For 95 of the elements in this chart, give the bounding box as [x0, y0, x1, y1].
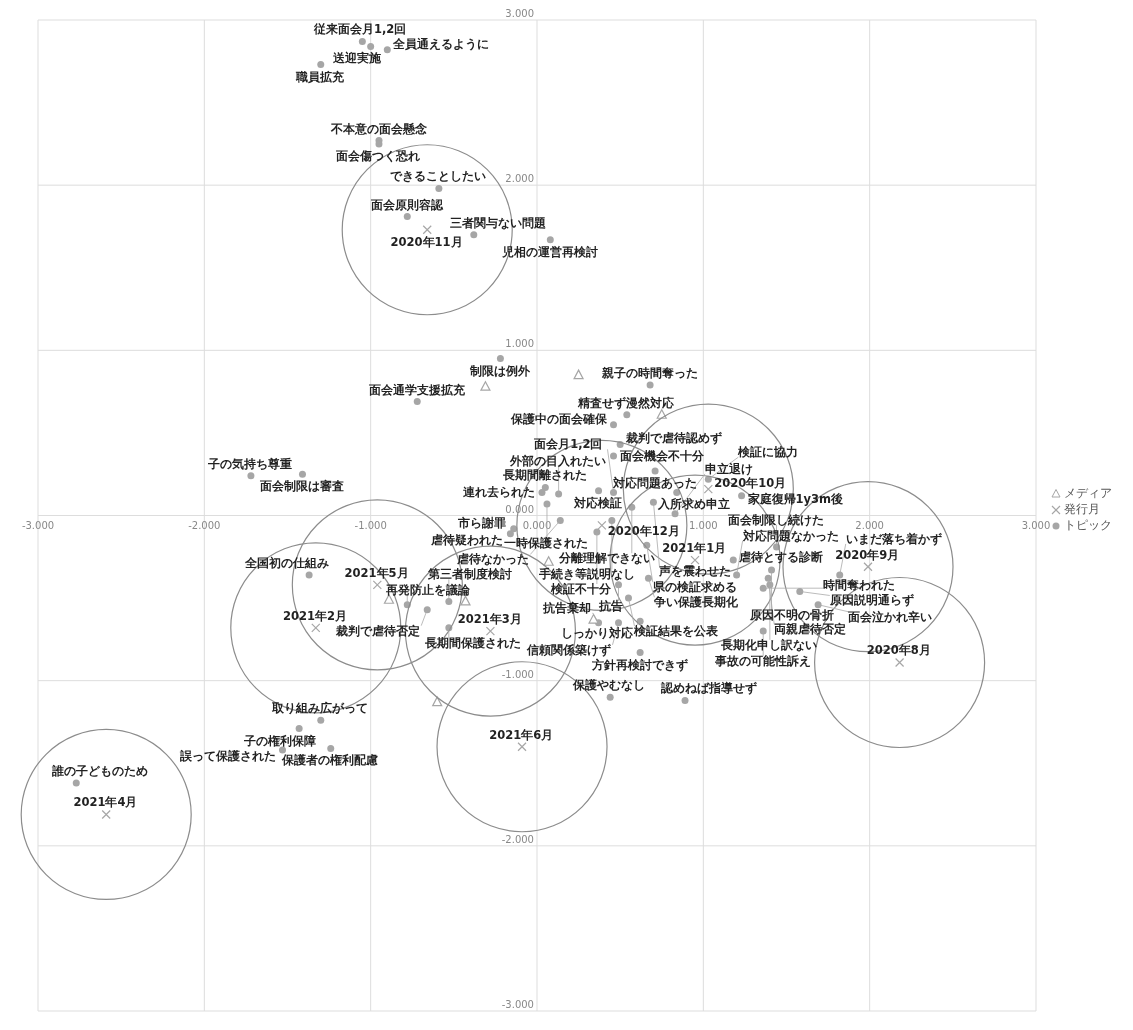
data-label: 2020年8月: [866, 643, 931, 658]
data-label: 再発防止を議論: [384, 582, 471, 597]
data-label: 検証不十分: [549, 582, 612, 597]
data-label: 抗告棄却: [541, 600, 591, 615]
data-label: 取り組み広がって: [271, 701, 369, 716]
data-label: 2020年10月: [714, 476, 787, 491]
data-label: 抗告: [597, 598, 623, 613]
data-label: 長期化申し訳ない: [720, 637, 818, 652]
data-label: 制限は例外: [468, 363, 531, 378]
data-label: 保護中の面会確保: [509, 411, 608, 426]
y-tick-label: -2.000: [501, 833, 534, 845]
data-label: 対応検証: [572, 495, 622, 510]
data-label: 面会制限し続けた: [727, 512, 825, 527]
data-label: 対応問題あった: [611, 475, 697, 490]
data-label: 分離理解できない: [558, 551, 656, 566]
data-label: 誰の子どものため: [51, 764, 149, 779]
x-tick-label: 2.000: [855, 519, 884, 531]
x-tick-label: -3.000: [21, 519, 55, 531]
y-tick-label: 2.000: [505, 173, 534, 185]
data-label: 従来面会月1,2回: [312, 22, 407, 37]
y-tick-label: -1.000: [501, 668, 534, 680]
x-tick-label: -1.000: [354, 519, 387, 531]
data-label: 2020年12月: [607, 524, 680, 539]
data-label: 一時保護された: [504, 535, 589, 550]
data-label: 裁判で虐待否定: [335, 623, 421, 638]
data-label: 認めねば指導せず: [659, 681, 757, 696]
data-label: 2020年9月: [835, 547, 900, 562]
y-tick-label: 3.000: [505, 8, 534, 19]
data-label: 2021年5月: [344, 565, 409, 580]
data-label: 2021年4月: [73, 795, 138, 810]
y-tick-label: 1.000: [505, 338, 534, 350]
data-label: 2021年3月: [457, 612, 522, 627]
data-label: 面会原則容認: [369, 197, 444, 212]
data-label: 時間奪われた: [823, 578, 896, 593]
data-label: 手続き等説明なし: [538, 567, 636, 582]
data-label: 裁判で虐待認めず: [625, 431, 723, 446]
data-label: 子の権利保障: [243, 733, 317, 748]
data-label: 虐待とする診断: [738, 550, 824, 565]
data-label: 事故の可能性訴え: [713, 654, 811, 669]
data-label: 外部の目入れたい: [509, 454, 607, 469]
data-label: 不本意の面会懸念: [329, 121, 428, 136]
data-label: 原因説明通らず: [828, 593, 914, 608]
data-label: 全員通えるように: [392, 36, 490, 51]
data-label: できることしたい: [390, 169, 487, 184]
data-label: 児相の運営再検討: [500, 244, 598, 259]
data-label: 信頼関係築けず: [526, 642, 612, 657]
data-label: 2020年11月: [390, 234, 463, 249]
data-label: 検証に協力: [737, 445, 799, 460]
data-label: 虐待疑われた: [430, 532, 504, 547]
data-label: 長期間離された: [501, 468, 587, 483]
data-label: 面会制限は審査: [258, 479, 344, 494]
data-label: 虐待なかった: [455, 552, 529, 567]
data-label: 面会月1,2回: [533, 437, 603, 452]
data-label: 県の検証求める: [651, 580, 737, 595]
data-label: 声を震わせた: [658, 564, 732, 579]
data-label: 家庭復帰1y3m後: [746, 491, 844, 506]
data-label: 方針再検討できず: [590, 657, 688, 672]
data-label: 市ら謝罪: [456, 515, 506, 530]
data-label: 子の気持ち尊重: [207, 456, 293, 471]
data-label: 2021年1月: [662, 541, 727, 556]
data-label: 保護者の権利配慮: [281, 753, 379, 768]
data-label: しっかり対応: [560, 626, 633, 641]
data-label: 保護やむなし: [572, 678, 646, 693]
data-label: 両親虐待否定: [774, 622, 847, 637]
x-tick-label: -2.000: [188, 519, 221, 531]
data-label: いまだ落ち着かず: [845, 531, 942, 546]
data-label: 全国初の仕組み: [244, 555, 330, 570]
data-label: 面会傷つく恐れ: [335, 148, 421, 163]
legend-label: トピック: [1064, 518, 1112, 533]
legend-label: 発行月: [1064, 502, 1100, 517]
data-label: 職員拡充: [294, 69, 345, 84]
data-label: 長期間保護された: [423, 635, 521, 650]
data-label: 面会機会不十分: [618, 449, 705, 464]
data-label: 対応問題なかった: [741, 528, 839, 543]
data-label: 入所求め申立: [657, 497, 731, 512]
data-label: 争い保護長期化: [653, 595, 740, 610]
x-tick-label: 3.000: [1021, 519, 1051, 531]
x-tick-label: 1.000: [689, 519, 718, 531]
data-label: 送迎実施: [332, 51, 383, 66]
data-label: 精査せず漫然対応: [577, 395, 675, 410]
data-label: 検証結果を公表: [633, 624, 719, 639]
data-label: 2021年2月: [283, 608, 348, 623]
data-label: 申立退け: [705, 461, 754, 476]
data-label: 面会泣かれ辛い: [847, 609, 933, 624]
data-label: 三者関与ない問題: [449, 215, 546, 230]
data-label: 誤って保護された: [178, 749, 276, 764]
data-label: 面会通学支援拡充: [367, 382, 466, 397]
data-label: 原因不明の骨折: [749, 608, 835, 623]
data-label: 第三者制度検討: [426, 567, 512, 582]
data-label: 連れ去られた: [462, 485, 535, 500]
data-label: 親子の時間奪った: [600, 366, 698, 381]
legend-label: メディア: [1064, 486, 1112, 501]
y-tick-label: -3.000: [501, 999, 534, 1010]
data-label: 2021年6月: [489, 727, 554, 742]
x-tick-label: 0.000: [522, 519, 552, 531]
